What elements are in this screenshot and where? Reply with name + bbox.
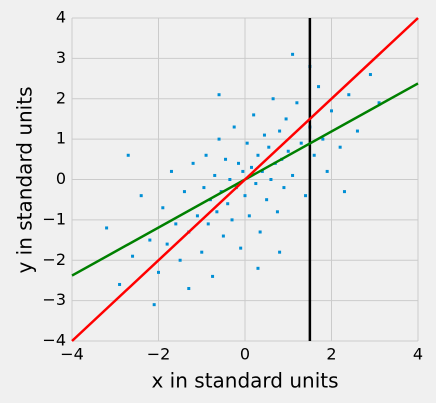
point xyxy=(224,157,228,161)
point xyxy=(118,282,122,286)
point xyxy=(161,206,165,210)
point xyxy=(126,153,130,157)
point xyxy=(206,222,210,226)
x-tick-label: −4 xyxy=(60,345,84,364)
point xyxy=(241,169,245,173)
point xyxy=(202,186,206,190)
point xyxy=(230,218,234,222)
point xyxy=(256,153,260,157)
point xyxy=(191,161,195,165)
point xyxy=(258,230,262,234)
point xyxy=(213,173,217,177)
point xyxy=(368,73,372,77)
point xyxy=(295,101,299,105)
point xyxy=(195,214,199,218)
point xyxy=(249,165,253,169)
point xyxy=(275,210,279,214)
point xyxy=(237,161,241,165)
point xyxy=(312,153,316,157)
y-tick-label: 2 xyxy=(56,88,66,107)
point xyxy=(325,169,329,173)
point xyxy=(291,173,295,177)
point xyxy=(200,250,204,254)
point xyxy=(217,137,221,141)
point xyxy=(226,202,230,206)
point xyxy=(254,182,258,186)
point xyxy=(232,125,236,129)
point xyxy=(152,303,156,307)
point xyxy=(243,194,247,198)
point xyxy=(260,169,264,173)
point xyxy=(265,198,269,202)
point xyxy=(291,52,295,56)
point xyxy=(278,250,282,254)
point xyxy=(256,266,260,270)
point xyxy=(204,153,208,157)
point xyxy=(187,287,191,291)
point xyxy=(182,190,186,194)
y-axis-label: y in standard units xyxy=(13,86,37,273)
point xyxy=(321,137,325,141)
point xyxy=(105,226,109,230)
point xyxy=(252,113,256,117)
point xyxy=(247,214,251,218)
y-tick-label: 0 xyxy=(56,169,66,188)
point xyxy=(157,270,160,274)
x-axis-label: x in standard units xyxy=(151,369,338,393)
line xyxy=(71,17,419,342)
point xyxy=(286,149,290,153)
point xyxy=(178,258,182,262)
point xyxy=(342,190,346,194)
point xyxy=(165,242,169,246)
point xyxy=(317,85,321,89)
point xyxy=(228,178,232,181)
point xyxy=(269,178,273,181)
point xyxy=(262,133,266,137)
point xyxy=(245,141,249,145)
point xyxy=(355,129,359,133)
y-tick-label: 1 xyxy=(56,129,66,148)
point xyxy=(278,129,282,133)
x-tick-label: 2 xyxy=(326,345,336,364)
point xyxy=(377,101,381,105)
point xyxy=(139,194,143,198)
point xyxy=(299,141,303,145)
point xyxy=(211,274,215,278)
point xyxy=(304,194,308,198)
point xyxy=(174,222,178,226)
point xyxy=(284,117,288,121)
point xyxy=(330,109,333,113)
point xyxy=(338,145,342,149)
point xyxy=(239,246,243,250)
y-tick-label: 3 xyxy=(56,48,66,67)
point xyxy=(267,145,271,149)
y-tick-label: −2 xyxy=(42,250,66,269)
point xyxy=(215,210,219,214)
x-tick-label: 0 xyxy=(240,345,250,364)
point xyxy=(131,254,135,258)
point xyxy=(271,97,275,101)
point xyxy=(221,234,225,238)
x-tick-label: 4 xyxy=(413,345,423,364)
y-tick-label: −3 xyxy=(42,290,66,309)
y-tick-label: 4 xyxy=(56,8,66,27)
y-tick-label: −4 xyxy=(42,331,66,350)
y-tick-label: −1 xyxy=(42,209,66,228)
point xyxy=(347,93,351,97)
point xyxy=(217,93,221,97)
point xyxy=(169,169,173,173)
x-tick-label: −2 xyxy=(147,345,171,364)
point xyxy=(282,186,286,190)
point xyxy=(148,238,152,242)
